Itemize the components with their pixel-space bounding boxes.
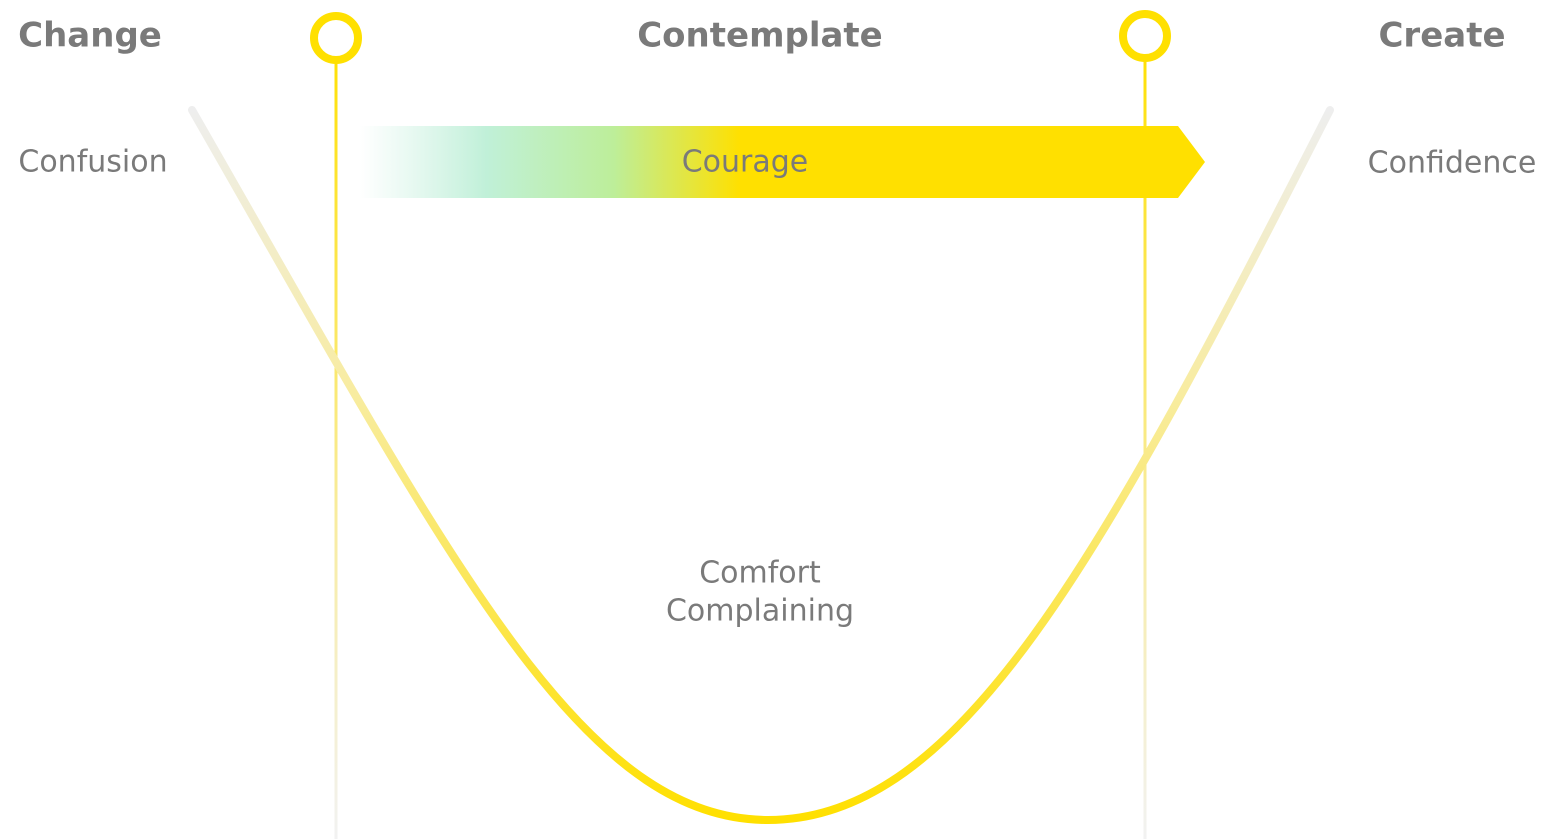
change-curve	[188, 106, 1334, 825]
state-label: Courage	[682, 145, 809, 180]
courage-arrow	[360, 126, 1205, 198]
state-label: Confusion	[18, 145, 167, 180]
milestone	[310, 12, 362, 64]
milestone	[1119, 10, 1171, 62]
state-label: Complaining	[666, 594, 854, 629]
stage-label: Contemplate	[637, 16, 883, 56]
stage-label: Create	[1378, 16, 1505, 56]
stage-label: Change	[18, 16, 162, 56]
state-label: Confidence	[1368, 146, 1537, 181]
state-label: Comfort	[699, 556, 821, 591]
